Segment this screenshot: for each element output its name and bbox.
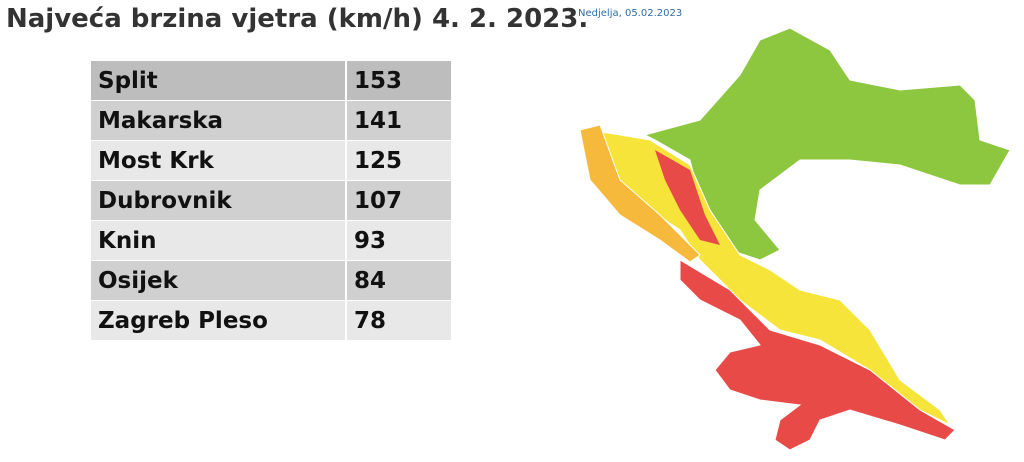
date: Nedjelja, 05.02.2023 [578,8,683,19]
location: Dubrovnik [91,180,347,221]
table-row: Knin 93 [91,220,453,261]
wind-speed: 78 [346,300,453,341]
wind-speed: 93 [346,220,453,261]
region-orange [579,124,701,263]
wind-speed: 153 [346,61,453,101]
wind-speed: 141 [346,100,453,141]
table-row: Most Krk 125 [91,140,453,181]
region-red-north [655,150,720,245]
title: Najveća brzina vjetra (km/h) 4. 2. 2023. [6,4,589,34]
table-row: Split 153 [91,61,453,101]
location: Knin [91,220,347,261]
table-row: Osijek 84 [91,260,453,301]
wind-speed: 107 [346,180,453,221]
region-red [679,259,956,451]
table-row: Zagreb Pleso 78 [91,300,453,341]
table-row: Dubrovnik 107 [91,180,453,221]
location: Osijek [91,260,347,301]
location: Makarska [91,100,347,141]
wind-speed: 84 [346,260,453,301]
wind-speed: 125 [346,140,453,181]
location: Split [91,61,347,101]
location: Most Krk [91,140,347,181]
wind-table: Split 153 Makarska 141 Most Krk 125 Dubrovnik 1… [91,61,453,341]
location: Zagreb Pleso [91,300,347,341]
table-row: Makarska 141 [91,100,453,141]
